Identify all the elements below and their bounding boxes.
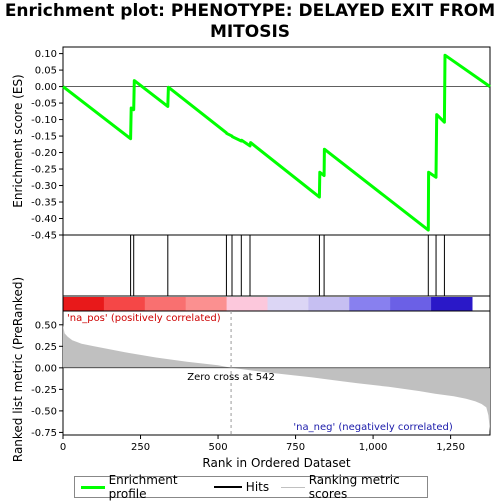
rank-bar-segment-6 [308,297,350,311]
legend: Enrichment profile Hits Ranking metric s… [74,473,428,501]
rank-bar-segment-8 [390,297,432,311]
es-ytick-label-11: -0.45 [31,231,57,242]
es-ylabel: Enrichment score (ES) [11,74,25,207]
legend-label-hits: Hits [245,480,270,494]
enrichment-profile-line [62,53,491,232]
legend-item-metric: Ranking metric scores [281,473,421,501]
metric-ytick-label-0: 0.50 [35,320,57,331]
metric-ytick-label-2: 0.00 [35,363,57,374]
metric-panel: 0.50 0.25 0.00 -0.25 -0.50 -0.75 'na_pos' (pos… [11,277,491,462]
rank-bar-segment-5 [267,297,309,311]
xtick-label-4: 1,000 [359,442,388,453]
rank-bar-segment-7 [349,297,391,311]
rank-bar-segment-2 [144,297,187,311]
xtick-label-5: 1,250 [436,442,465,453]
es-ytick-label-2: 0.00 [35,82,57,93]
rank-bar-segment-3 [185,297,228,311]
legend-swatch-enrichment [81,485,105,489]
chart-title: Enrichment plot: PHENOTYPE: DELAYED EXIT… [4,1,496,42]
es-ytick-label-4: -0.10 [31,115,57,126]
xtick-label-3: 750 [286,442,305,453]
metric-ytick-label-4: -0.50 [31,406,57,417]
legend-item-hits: Hits [213,480,270,494]
x-axis-label: Rank in Ordered Dataset [202,456,350,470]
hits-panel [62,234,491,297]
metric-ylabel: Ranked list metric (PreRanked) [11,277,25,462]
legend-label-enrichment: Enrichment profile [108,473,178,501]
rank-bar-segment-0 [63,297,105,311]
x-axis: 0 250 500 750 1,000 1,250 Rank in Ordered Data… [60,435,465,470]
rank-bar-segment-4 [226,297,268,311]
es-ytick-label-1: 0.05 [35,66,57,77]
legend-swatch-hits [213,486,242,488]
es-panel: 0.10 0.05 0.00 -0.05 -0.10 -0.15 -0.20 -0.25 -0.… [11,46,491,242]
xtick-label-0: 0 [60,442,66,453]
rank-color-bar [62,295,491,312]
es-ytick-label-5: -0.15 [31,132,57,143]
legend-item-enrichment: Enrichment profile [81,473,202,501]
annotation-zero-cross: Zero cross at 542 [187,372,275,383]
ranking-metric-area [63,324,490,432]
es-ytick-label-7: -0.25 [31,165,57,176]
xtick-label-1: 250 [131,442,150,453]
annotation-pos: 'na_pos' (positively correlated) [67,313,221,324]
legend-label-metric: Ranking metric scores [308,473,400,501]
legend-swatch-metric [281,486,305,488]
metric-ytick-label-3: -0.25 [31,385,57,396]
metric-ytick-label-5: -0.75 [31,428,57,439]
annotation-neg: 'na_neg' (negatively correlated) [293,422,452,433]
es-ytick-label-3: -0.05 [31,99,57,110]
es-ytick-label-0: 0.10 [35,49,57,60]
rank-bar-segment-1 [103,297,146,311]
es-ytick-label-10: -0.40 [31,214,57,225]
hits-frame [62,234,491,297]
es-ytick-label-9: -0.35 [31,198,57,209]
rank-bar-segment-9 [431,297,473,311]
es-ytick-label-6: -0.20 [31,148,57,159]
metric-ytick-label-1: 0.25 [35,342,57,353]
es-ytick-label-8: -0.30 [31,181,57,192]
es-frame [62,46,491,236]
xtick-label-2: 500 [209,442,228,453]
